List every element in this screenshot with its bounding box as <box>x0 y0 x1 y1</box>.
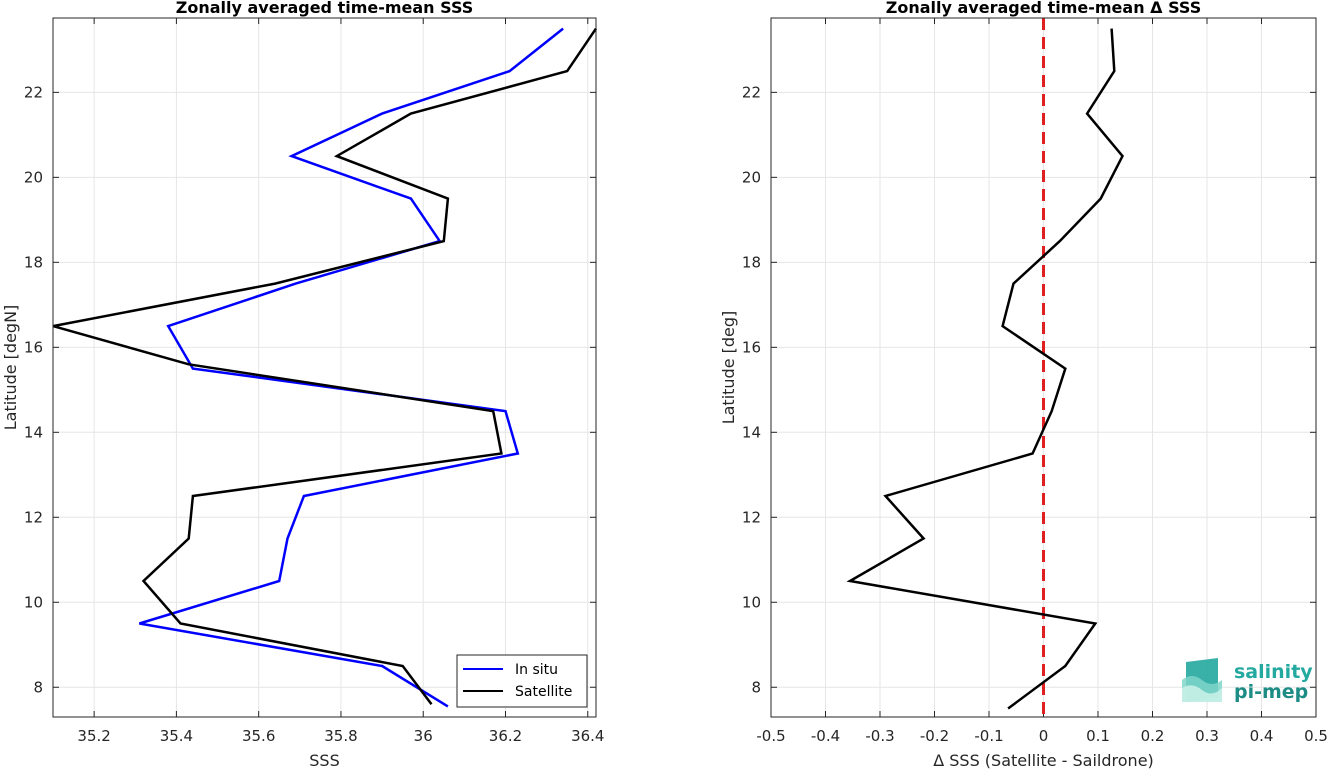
sss-y-tick-label: 8 <box>33 678 43 696</box>
delta-sss-panel: -0.5 -0.4 -0.3 -0.2 -0.1 0 0.1 0.2 0.3 0.4 0.5 8 10 1… <box>719 0 1328 769</box>
sss-axes-frame <box>52 17 597 718</box>
delta-sss-axes-frame <box>770 17 1317 718</box>
sss-grid <box>53 18 596 717</box>
sss-x-tick-label: 35.8 <box>324 727 357 745</box>
sss-y-tick-label: 16 <box>24 338 43 356</box>
delta-sss-y-tick-label: 18 <box>742 253 761 271</box>
delta-sss-y-tick-label: 22 <box>742 83 761 101</box>
sss-chart-title: Zonally averaged time-mean SSS <box>176 0 474 17</box>
delta-sss-chart-title: Zonally averaged time-mean Δ SSS <box>886 0 1202 17</box>
delta-sss-x-tick-label: 0 <box>1039 727 1049 745</box>
sss-y-tick-label: 22 <box>24 83 43 101</box>
delta-sss-ticks: -0.5 -0.4 -0.3 -0.2 -0.1 0 0.1 0.2 0.3 0.4 0.5 8 10 1… <box>742 18 1328 745</box>
delta-sss-x-tick-label: 0.3 <box>1195 727 1219 745</box>
legend-label-satellite: Satellite <box>515 684 572 700</box>
sss-series-group <box>52 27 598 708</box>
sss-x-tick-label: 36.4 <box>571 727 604 745</box>
delta-sss-x-tick-label: -0.4 <box>811 727 840 745</box>
sss-x-tick-label: 36.2 <box>489 727 522 745</box>
logo-waves-icon <box>1182 658 1222 702</box>
logo-text-salinity: salinity <box>1234 661 1313 683</box>
sss-ticks: 35.2 35.4 35.6 35.8 36 36.2 36.4 8 10 12 14 16 18 20 2… <box>24 18 604 745</box>
delta-sss-y-tick-label: 20 <box>742 168 761 186</box>
delta-sss-y-axis-label: Latitude [deg] <box>719 311 738 425</box>
salinity-pi-mep-logo: salinity pi-mep <box>1182 658 1313 703</box>
sss-y-tick-label: 10 <box>24 593 43 611</box>
logo-text-pi-mep: pi-mep <box>1234 681 1308 703</box>
delta-sss-x-axis-label: Δ SSS (Satellite - Saildrone) <box>933 751 1154 769</box>
delta-sss-x-tick-label: 0.1 <box>1086 727 1110 745</box>
delta-sss-y-tick-label: 8 <box>751 678 761 696</box>
delta-sss-y-tick-label: 14 <box>742 423 761 441</box>
sss-x-tick-label: 35.4 <box>160 727 193 745</box>
delta-sss-x-tick-label: -0.5 <box>756 727 785 745</box>
delta-sss-x-tick-label: 0.2 <box>1141 727 1165 745</box>
delta-sss-x-tick-label: -0.1 <box>974 727 1003 745</box>
delta-sss-y-tick-label: 10 <box>742 593 761 611</box>
sss-plot-area <box>53 18 596 717</box>
sss-y-axis-label: Latitude [degN] <box>1 305 20 431</box>
sss-x-tick-label: 35.6 <box>242 727 275 745</box>
sss-x-axis-label: SSS <box>309 751 339 769</box>
delta-sss-x-tick-label: 0.5 <box>1304 727 1328 745</box>
sss-y-tick-label: 14 <box>24 423 43 441</box>
delta-sss-x-tick-label: -0.2 <box>920 727 949 745</box>
delta-sss-y-tick-label: 16 <box>742 338 761 356</box>
delta-sss-x-tick-label: 0.4 <box>1250 727 1274 745</box>
sss-x-tick-label: 35.2 <box>77 727 110 745</box>
legend: In situ Satellite <box>456 654 588 708</box>
sss-panel: 35.2 35.4 35.6 35.8 36 36.2 36.4 8 10 12 14 16 18 20 2… <box>1 0 604 769</box>
delta-sss-y-tick-label: 12 <box>742 508 761 526</box>
legend-label-in-situ: In situ <box>515 662 558 678</box>
sss-series-line-in-situ <box>139 27 564 708</box>
sss-y-tick-label: 20 <box>24 168 43 186</box>
sss-y-tick-label: 18 <box>24 253 43 271</box>
sss-x-tick-label: 36 <box>414 727 433 745</box>
sss-y-tick-label: 12 <box>24 508 43 526</box>
delta-sss-x-tick-label: -0.3 <box>865 727 894 745</box>
delta-sss-series-group <box>846 28 1124 710</box>
sss-series-line-satellite <box>52 27 598 706</box>
legend-box <box>456 654 588 708</box>
delta-sss-series-line-delta <box>846 28 1124 710</box>
